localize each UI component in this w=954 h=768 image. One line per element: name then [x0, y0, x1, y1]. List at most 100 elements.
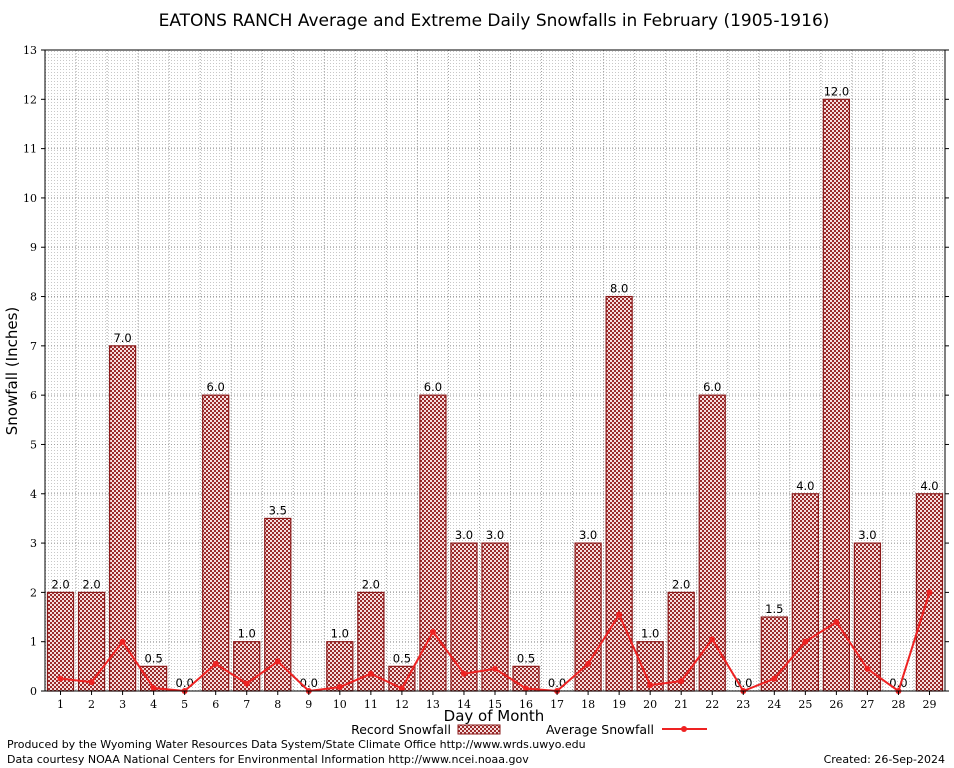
bar-value-label: 2.0	[82, 577, 100, 591]
x-tick-label: 20	[643, 698, 657, 711]
bar-value-label: 4.0	[796, 479, 814, 493]
x-tick-label: 15	[488, 698, 502, 711]
average-point	[243, 680, 250, 687]
y-tick-label: 1	[30, 636, 37, 649]
bar-value-label: 3.0	[455, 528, 473, 542]
bar-value-label: 0.0	[176, 676, 194, 690]
record-bar	[822, 98, 851, 692]
average-point	[647, 682, 654, 689]
legend-record-swatch	[457, 724, 501, 735]
y-tick-label: 0	[30, 685, 37, 698]
chart-title: EATONS RANCH Average and Extreme Daily S…	[159, 11, 830, 31]
bar-value-label: 2.0	[362, 577, 380, 591]
average-point	[88, 679, 95, 686]
x-tick-label: 4	[150, 698, 157, 711]
bar-value-label: 3.0	[858, 528, 876, 542]
x-tick-label: 6	[212, 698, 219, 711]
y-tick-label: 3	[30, 537, 37, 550]
average-point	[585, 660, 592, 667]
record-bar	[698, 394, 726, 692]
y-tick-label: 6	[30, 389, 37, 402]
plot-area	[45, 50, 945, 691]
x-tick-label: 27	[860, 698, 874, 711]
y-tick-label: 4	[30, 488, 37, 501]
x-tick-label: 28	[891, 698, 905, 711]
x-tick-label: 24	[767, 698, 781, 711]
record-bar	[419, 394, 447, 692]
bar-value-label: 0.5	[517, 651, 535, 665]
axes	[41, 49, 949, 695]
record-bar	[450, 542, 478, 692]
average-point	[926, 589, 933, 596]
average-point	[678, 678, 685, 685]
average-point	[119, 638, 126, 645]
bar-value-label: 7.0	[113, 331, 131, 345]
record-bar	[264, 517, 292, 692]
record-bar	[46, 591, 75, 692]
average-point	[274, 658, 281, 665]
average-point	[802, 638, 809, 645]
average-point	[212, 660, 219, 667]
x-tick-label: 10	[333, 698, 347, 711]
x-tick-label: 7	[243, 698, 250, 711]
bar-value-label: 12.0	[824, 84, 850, 98]
bar-value-label: 8.0	[610, 282, 628, 296]
average-point	[616, 611, 623, 618]
x-tick-label: 2	[88, 698, 95, 711]
y-tick-label: 5	[30, 438, 37, 451]
bar-value-label: 0.5	[393, 651, 411, 665]
x-tick-label: 19	[612, 698, 626, 711]
y-tick-label: 12	[23, 93, 37, 106]
x-tick-label: 1	[57, 698, 64, 711]
bar-value-label: 0.0	[734, 676, 752, 690]
x-tick-label: 23	[736, 698, 750, 711]
footer-created-date: Created: 26-Sep-2024	[824, 753, 945, 766]
bar-value-label: 0.5	[144, 651, 162, 665]
record-bar	[574, 542, 602, 692]
footer-data-courtesy: Data courtesy NOAA National Centers for …	[7, 753, 529, 766]
x-tick-label: 12	[395, 698, 409, 711]
record-bars	[46, 98, 944, 692]
grid-lines	[44, 49, 946, 692]
x-tick-label: 25	[798, 698, 812, 711]
bar-value-label: 1.5	[765, 602, 783, 616]
record-bar	[667, 591, 695, 692]
x-tick-label: 22	[705, 698, 719, 711]
y-axis-label: Snowfall (Inches)	[3, 307, 21, 435]
bar-value-label: 1.0	[331, 627, 349, 641]
bar-value-label: 1.0	[641, 627, 659, 641]
average-point	[523, 685, 530, 692]
x-tick-label: 16	[519, 698, 533, 711]
record-bar	[605, 295, 633, 692]
bar-value-label: 4.0	[920, 479, 938, 493]
bar-value-label: 2.0	[51, 577, 69, 591]
bar-value-label: 3.5	[269, 503, 287, 517]
bar-value-label: 6.0	[703, 380, 721, 394]
bar-value-label: 0.0	[300, 676, 318, 690]
bar-value-label: 1.0	[238, 627, 256, 641]
average-point	[771, 675, 778, 682]
record-bar	[791, 493, 819, 692]
x-tick-label: 8	[274, 698, 281, 711]
y-tick-label: 2	[30, 586, 37, 599]
average-point	[398, 685, 405, 692]
average-point	[709, 636, 716, 643]
record-bar	[108, 345, 137, 692]
legend-average-label: Average Snowfall	[546, 722, 654, 737]
bar-value-label: 0.0	[548, 676, 566, 690]
x-tick-label: 14	[457, 698, 471, 711]
bar-value-label: 6.0	[424, 380, 442, 394]
average-point	[150, 685, 157, 692]
legend-record-label: Record Snowfall	[351, 722, 451, 737]
x-tick-label: 17	[550, 698, 564, 711]
bar-value-label: 3.0	[486, 528, 504, 542]
bar-value-label: 2.0	[672, 577, 690, 591]
x-tick-label: 11	[364, 698, 378, 711]
bar-value-label: 6.0	[207, 380, 225, 394]
x-tick-label: 3	[119, 698, 126, 711]
y-tick-label: 13	[23, 44, 37, 57]
x-axis-label: Day of Month	[444, 707, 545, 725]
y-tick-label: 9	[30, 241, 37, 254]
